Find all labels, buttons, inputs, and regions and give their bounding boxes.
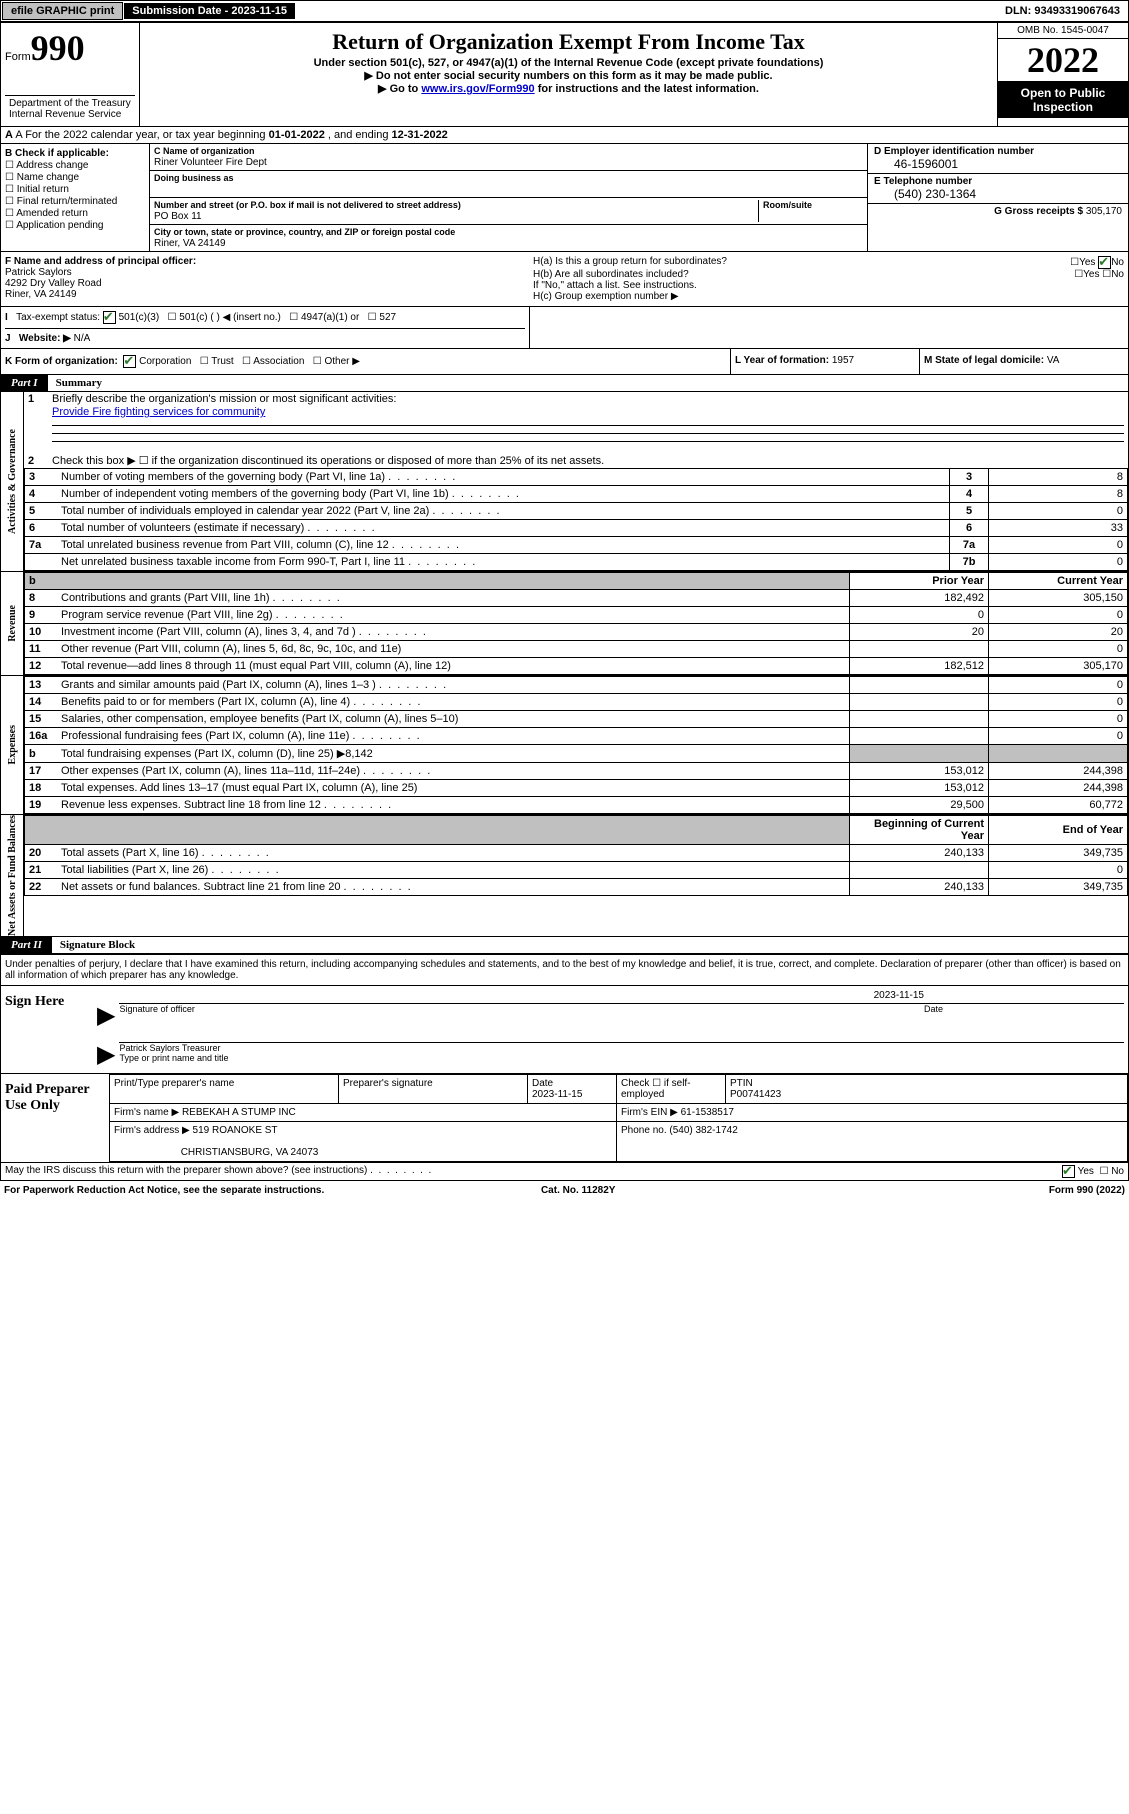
row-f-h: F Name and address of principal officer:… (0, 252, 1129, 307)
officer-signature[interactable]: Signature of officer (119, 1003, 924, 1030)
top-bar: efile GRAPHIC print Submission Date - 20… (0, 0, 1129, 22)
form-header: Form990 Department of the Treasury Inter… (0, 22, 1129, 127)
row-k-l-m: K Form of organization: Corporation ☐ Tr… (0, 349, 1129, 375)
department: Department of the Treasury Internal Reve… (5, 95, 135, 122)
may-yes-check (1062, 1165, 1075, 1178)
revenue-block: Revenue bPrior YearCurrent Year 8Contrib… (0, 572, 1129, 676)
part-2-header: Part II Signature Block (0, 937, 1129, 954)
row-a-tax-year: A A For the 2022 calendar year, or tax y… (0, 127, 1129, 144)
expenses-block: Expenses 13Grants and similar amounts pa… (0, 676, 1129, 815)
form-link-line: ▶ Go to www.irs.gov/Form990 for instruct… (144, 82, 993, 95)
omb-number: OMB No. 1545-0047 (998, 23, 1128, 39)
form-number: Form990 (5, 27, 135, 69)
form-title: Return of Organization Exempt From Incom… (144, 29, 993, 55)
chk-name-change[interactable]: ☐ Name change (5, 172, 145, 183)
part-1-header: Part I Summary (0, 375, 1129, 392)
dba-cell: Doing business as (150, 171, 867, 198)
sign-here-block: Sign Here 2023-11-15 ▶ Signature of offi… (0, 986, 1129, 1074)
org-name: Riner Volunteer Fire Dept (154, 157, 267, 168)
chk-501c3 (103, 311, 116, 324)
city-cell: City or town, state or province, country… (150, 225, 867, 251)
street-cell: Number and street (or P.O. box if mail i… (150, 198, 867, 225)
side-governance: Activities & Governance (7, 429, 18, 534)
ein-cell: D Employer identification number 46-1596… (868, 144, 1128, 174)
governance-block: Activities & Governance 1Briefly describ… (0, 392, 1129, 572)
side-revenue: Revenue (7, 605, 18, 642)
tax-year: 2022 (998, 39, 1128, 82)
chk-final-return[interactable]: ☐ Final return/terminated (5, 196, 145, 207)
efile-button[interactable]: efile GRAPHIC print (2, 2, 123, 20)
signature-declaration: Under penalties of perjury, I declare th… (0, 954, 1129, 986)
col-b-checkboxes: B Check if applicable: ☐ Address change … (1, 144, 150, 251)
form-subtitle-1: Under section 501(c), 527, or 4947(a)(1)… (144, 57, 993, 69)
chk-address-change[interactable]: ☐ Address change (5, 160, 145, 171)
gross-cell: G Gross receipts $ 305,170 (868, 204, 1128, 219)
mission-text[interactable]: Provide Fire fighting services for commu… (52, 406, 265, 418)
form-subtitle-2: ▶ Do not enter social security numbers o… (144, 69, 993, 82)
side-expenses: Expenses (7, 725, 18, 764)
org-name-cell: C Name of organization Riner Volunteer F… (150, 144, 867, 171)
submission-date: Submission Date - 2023-11-15 (124, 3, 295, 19)
side-net-assets: Net Assets or Fund Balances (7, 815, 18, 936)
form-of-org: K Form of organization: Corporation ☐ Tr… (1, 349, 730, 374)
page-footer: For Paperwork Reduction Act Notice, see … (0, 1181, 1129, 1200)
net-assets-block: Net Assets or Fund Balances Beginning of… (0, 815, 1129, 937)
paid-preparer-block: Paid Preparer Use Only Print/Type prepar… (0, 1074, 1129, 1163)
h-a-no-check (1098, 256, 1111, 269)
dln: DLN: 93493319067643 (997, 3, 1128, 19)
chk-amended-return[interactable]: ☐ Amended return (5, 208, 145, 219)
chk-application-pending[interactable]: ☐ Application pending (5, 220, 145, 231)
year-formation: L Year of formation: 1957 (730, 349, 919, 374)
tax-exempt-status: I Tax-exempt status: 501(c)(3) ☐ 501(c) … (5, 311, 525, 324)
state-domicile: M State of legal domicile: VA (919, 349, 1128, 374)
group-return: H(a) Is this a group return for subordin… (529, 252, 1128, 306)
form990-link[interactable]: www.irs.gov/Form990 (421, 83, 534, 95)
sign-date: Date (924, 1003, 1124, 1030)
officer-name-title: Patrick Saylors Treasurer Type or print … (119, 1042, 1124, 1069)
website: J Website: ▶ N/A (5, 328, 525, 344)
arrow-icon: ▶ (93, 1040, 119, 1069)
chk-corporation (123, 355, 136, 368)
row-i-j: I Tax-exempt status: 501(c)(3) ☐ 501(c) … (0, 307, 1129, 349)
may-irs-discuss: May the IRS discuss this return with the… (0, 1163, 1129, 1181)
arrow-icon: ▶ (93, 1001, 119, 1030)
tel-cell: E Telephone number (540) 230-1364 (868, 174, 1128, 204)
entity-block: B Check if applicable: ☐ Address change … (0, 144, 1129, 252)
chk-initial-return[interactable]: ☐ Initial return (5, 184, 145, 195)
principal-officer: F Name and address of principal officer:… (1, 252, 529, 306)
open-to-public: Open to Public Inspection (998, 82, 1128, 118)
